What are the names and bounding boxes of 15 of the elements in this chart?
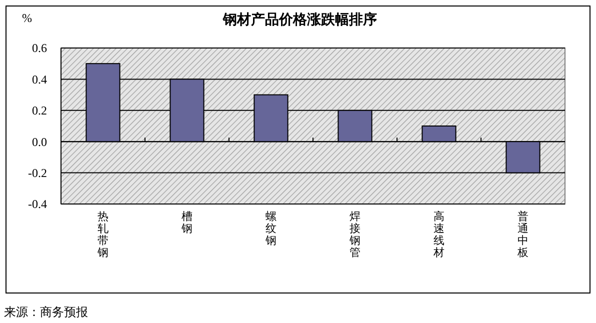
y-tick-label: 0.2: [32, 104, 47, 118]
y-axis-title: %: [22, 11, 32, 25]
x-tick-label: 槽钢: [180, 210, 192, 235]
x-tick-label: 高速线材: [432, 210, 444, 259]
x-tick-label: 热轧带钢: [96, 210, 108, 259]
chart-title: 钢材产品价格涨跌幅排序: [222, 11, 377, 28]
y-tick-label: -0.2: [28, 166, 47, 180]
x-tick-label: 螺纹钢: [264, 210, 276, 247]
y-tick-label: 0.4: [32, 72, 47, 86]
x-tick-label: 焊接钢管: [348, 210, 360, 259]
source-note: 来源：商务预报: [4, 305, 88, 319]
y-tick-label: 0.6: [32, 41, 47, 56]
y-tick-label: -0.4: [28, 197, 47, 212]
x-tick-label: 普通中板: [516, 210, 528, 259]
y-tick-label: 0.0: [32, 134, 47, 149]
